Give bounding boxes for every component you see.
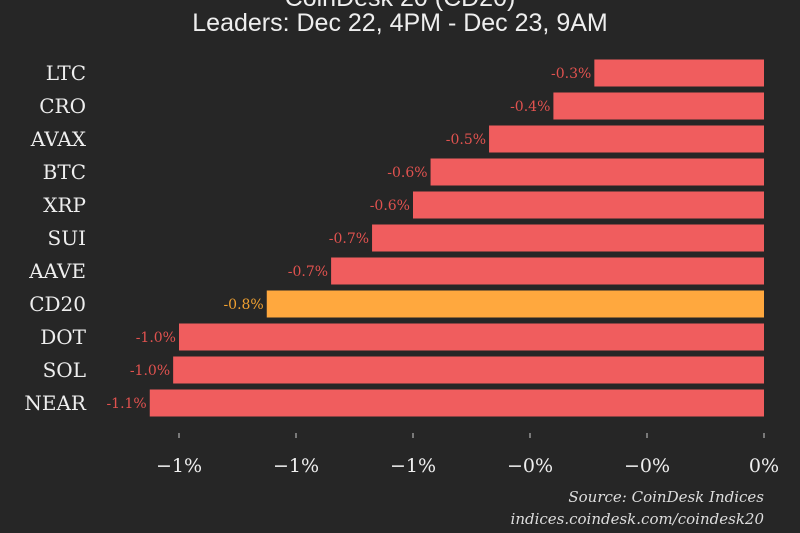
data-label: -1.1% [106,396,146,412]
data-label: -0.6% [387,165,427,181]
data-label: -0.4% [510,99,550,115]
category-label: DOT [40,325,86,349]
data-label: -0.5% [446,132,486,148]
x-tick-label: −1% [390,455,436,477]
data-label: -0.6% [370,198,410,214]
chart-subtitle: Leaders: Dec 22, 4PM - Dec 23, 9AM [192,9,608,37]
bar-near [149,389,764,417]
bar-xrp [413,191,764,219]
data-label: -0.8% [223,297,263,313]
bar-avax [489,125,764,153]
bar-cd20 [266,290,764,318]
data-label: -0.7% [329,231,369,247]
bar-btc [430,158,764,186]
category-label: XRP [43,193,86,217]
x-tick-label: 0% [749,455,779,477]
category-label: SOL [43,358,86,382]
category-label: NEAR [24,391,87,415]
category-label: SUI [48,226,86,250]
data-label: -0.7% [288,264,328,280]
data-label: -1.0% [130,363,170,379]
source-note: Source: CoinDesk Indices [568,488,764,506]
category-label: AAVE [28,259,86,283]
category-label: CRO [39,94,86,118]
data-label: -0.3% [551,66,591,82]
category-label: LTC [46,61,86,85]
category-label: AVAX [30,127,87,151]
bar-cro [553,92,764,120]
bar-sui [372,224,764,252]
bar-ltc [594,59,764,87]
data-label: -1.0% [136,330,176,346]
category-label: CD20 [29,292,86,316]
bar-aave [331,257,764,285]
source-url[interactable]: indices.coindesk.com/coindesk20 [510,510,764,528]
bar-dot [179,323,764,351]
x-tick-label: −1% [273,455,319,477]
bar-sol [173,356,764,384]
x-tick-label: −1% [156,455,202,477]
category-label: BTC [43,160,86,184]
x-tick-label: −0% [507,455,553,477]
chart-title: CoinDesk 20 (CD20) [0,0,800,11]
x-tick-label: −0% [624,455,670,477]
